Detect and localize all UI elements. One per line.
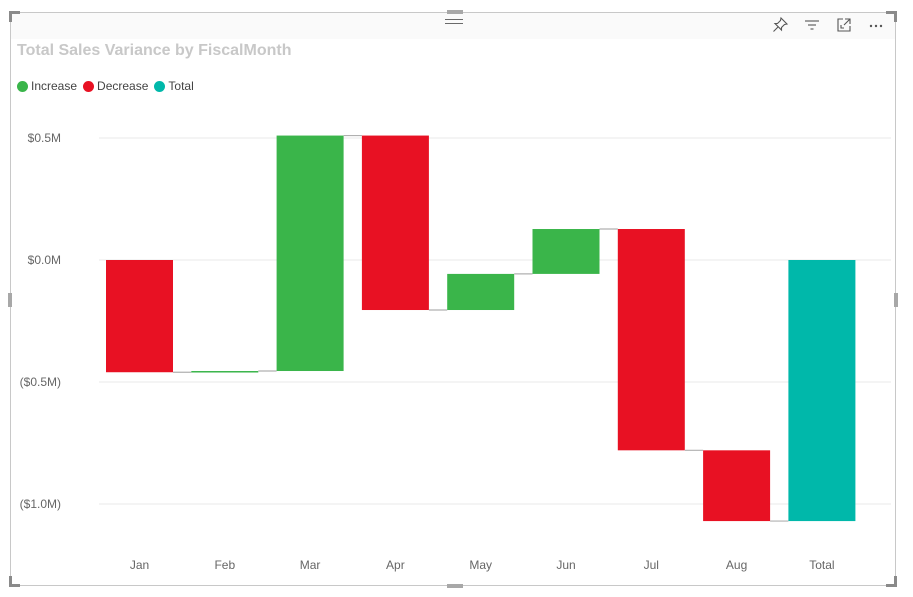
y-tick-label: $0.5M [28,131,61,145]
y-tick-label: ($1.0M) [20,497,61,511]
waterfall-plot-area: $0.5M $0.0M ($0.5M) ($1.0M) Jan Feb Mar Apr May J… [20,131,891,572]
chart-legend: Increase Decrease Total [17,79,200,93]
bar-aug[interactable] [703,450,771,522]
bar-jul[interactable] [617,229,685,451]
waterfall-visual[interactable]: Total Sales Variance by FiscalMonth Incr… [8,10,898,588]
visual-header [11,13,895,39]
x-tick-label: Total [809,558,834,572]
y-tick-label: ($0.5M) [20,375,61,389]
chart-title: Total Sales Variance by FiscalMonth [17,42,292,59]
bar-jan[interactable] [106,260,173,373]
x-tick-label: Aug [726,558,747,572]
legend-label: Total [168,79,194,93]
bar-feb[interactable] [191,371,259,373]
legend-item-decrease[interactable]: Decrease [83,79,148,93]
drag-grip-icon[interactable] [445,19,463,27]
y-tick-label: $0.0M [28,253,61,267]
more-options-button[interactable] [865,15,887,35]
resize-handle-top[interactable] [447,10,463,14]
resize-handle-bottom-left[interactable] [9,576,20,587]
focus-mode-button[interactable] [833,15,855,35]
legend-dot-icon [17,80,28,92]
x-tick-label: Mar [300,558,321,572]
legend-label: Increase [31,79,78,93]
pin-icon [773,16,789,32]
legend-item-increase[interactable]: Increase [17,79,77,93]
legend-dot-icon [154,80,166,92]
x-tick-label: Apr [386,558,405,572]
x-tick-label: Jun [556,558,575,572]
more-options-icon [869,24,883,28]
x-tick-label: Jul [644,558,659,572]
x-tick-label: Feb [214,558,235,572]
pin-button[interactable] [769,15,791,35]
filter-icon [805,20,819,30]
resize-handle-bottom-right[interactable] [886,576,897,587]
legend-label: Decrease [97,79,149,93]
bar-mar[interactable] [276,135,344,372]
bar-may[interactable] [447,273,515,311]
bar-total[interactable] [788,260,856,522]
resize-handle-bottom[interactable] [447,584,463,588]
bar-jun[interactable] [532,229,600,274]
bar-apr[interactable] [361,135,429,311]
resize-handle-top-left[interactable] [9,11,20,22]
focus-mode-icon [837,18,851,32]
resize-handle-left[interactable] [8,293,12,307]
filter-button[interactable] [801,15,823,35]
visual-toolbar [769,15,887,35]
x-tick-label: May [469,558,492,572]
resize-handle-top-right[interactable] [886,11,897,22]
legend-dot-icon [83,80,95,92]
resize-handle-right[interactable] [894,293,898,307]
legend-item-total[interactable]: Total [154,79,194,93]
x-tick-label: Jan [130,558,149,572]
